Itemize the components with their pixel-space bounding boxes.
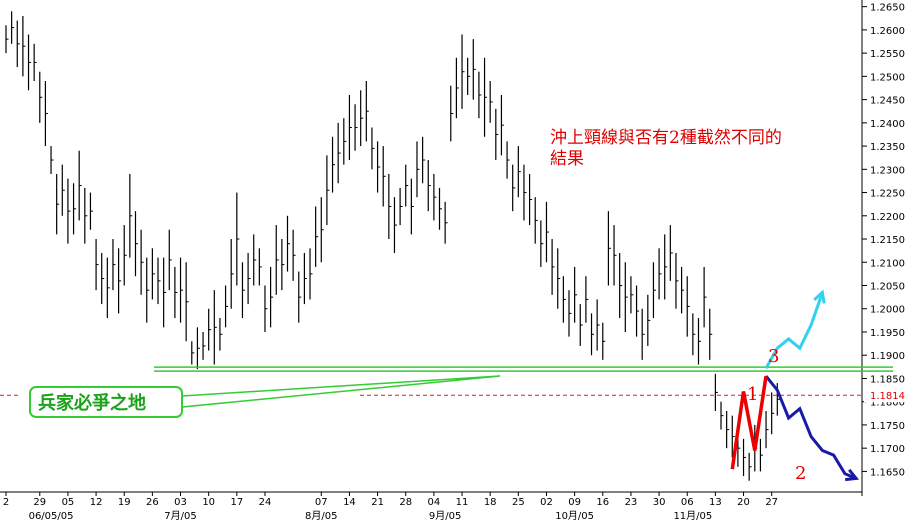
- x-tick-label: 30: [653, 497, 666, 508]
- x-tick-label: 21: [371, 497, 384, 508]
- x-tick-label: 18: [484, 497, 497, 508]
- x-tick-label: 28: [399, 497, 412, 508]
- y-tick-label: 1.2150: [870, 235, 905, 246]
- x-tick-label: 2: [3, 497, 9, 508]
- y-tick-label: 1.2300: [870, 165, 905, 176]
- current-price-label: 1.1814: [870, 391, 905, 402]
- y-tick-label: 1.1950: [870, 328, 905, 339]
- x-tick-label: 20: [737, 497, 750, 508]
- x-tick-label: 02: [540, 497, 553, 508]
- y-tick-label: 1.2550: [870, 49, 905, 60]
- x-tick-label: 17: [230, 497, 243, 508]
- callout-box: [29, 386, 183, 418]
- y-tick-label: 1.2500: [870, 72, 905, 83]
- x-tick-label: 04: [428, 497, 441, 508]
- wave-path-123: [730, 375, 768, 470]
- y-tick-label: 1.2100: [870, 258, 905, 269]
- bullish-scenario-path: [764, 292, 824, 369]
- x-tick-label: 29: [33, 497, 46, 508]
- price-bars: [5, 11, 780, 481]
- x-tick-label: 19: [118, 497, 131, 508]
- x-tick-label: 03: [174, 497, 187, 508]
- callout-pointer: [181, 375, 501, 408]
- bullish-arrow-head: [813, 289, 826, 304]
- x-tick-label: 13: [709, 497, 722, 508]
- x-month-label: 10月/05: [555, 510, 594, 522]
- y-tick-label: 1.1850: [870, 374, 905, 385]
- bearish-arrow-head: [845, 468, 860, 482]
- x-month-label: 7月/05: [164, 510, 196, 522]
- wave-label-3: 3: [768, 346, 779, 367]
- x-tick-label: 07: [315, 497, 328, 508]
- x-tick-label: 11: [456, 497, 469, 508]
- y-tick-label: 1.2000: [870, 305, 905, 316]
- x-tick-label: 26: [146, 497, 159, 508]
- y-tick-label: 1.1800: [870, 398, 905, 409]
- x-tick-label: 09: [568, 497, 581, 508]
- x-month-label: 11月/05: [673, 510, 712, 522]
- x-tick-label: 23: [625, 497, 638, 508]
- x-month-label: 8月/05: [305, 510, 337, 522]
- y-tick-label: 1.2200: [870, 212, 905, 223]
- y-tick-label: 1.1650: [870, 467, 905, 478]
- y-tick-label: 1.2250: [870, 189, 905, 200]
- y-tick-label: 1.1900: [870, 351, 905, 362]
- x-tick-label: 14: [343, 497, 356, 508]
- y-tick-label: 1.1750: [870, 421, 905, 432]
- current-price-bg: [864, 388, 908, 403]
- y-tick-label: 1.2450: [870, 96, 905, 107]
- annotation-title-line2: 結果: [550, 149, 584, 169]
- y-tick-label: 1.2050: [870, 282, 905, 293]
- y-tick-label: 1.2400: [870, 119, 905, 130]
- callout-label: 兵家必爭之地: [38, 392, 146, 414]
- x-tick-label: 10: [202, 497, 215, 508]
- x-tick-label: 24: [259, 497, 272, 508]
- x-tick-label: 27: [765, 497, 778, 508]
- bearish-scenario-path: [764, 375, 857, 480]
- x-tick-label: 25: [512, 497, 525, 508]
- y-tick-label: 1.2600: [870, 26, 905, 37]
- y-tick-label: 1.2650: [870, 3, 905, 14]
- x-tick-label: 05: [62, 497, 75, 508]
- annotation-title-line1: 沖上頸線與否有2種截然不同的: [550, 128, 782, 148]
- wave-label-2: 2: [795, 463, 806, 484]
- x-tick-label: 16: [596, 497, 609, 508]
- wave-label-1: 1: [747, 384, 758, 405]
- x-tick-label: 06: [681, 497, 694, 508]
- x-month-label: 9月/05: [429, 510, 461, 522]
- y-tick-label: 1.1700: [870, 444, 905, 455]
- y-tick-label: 1.2350: [870, 142, 905, 153]
- x-tick-label: 12: [90, 497, 103, 508]
- x-month-label: 06/05/05: [29, 511, 74, 522]
